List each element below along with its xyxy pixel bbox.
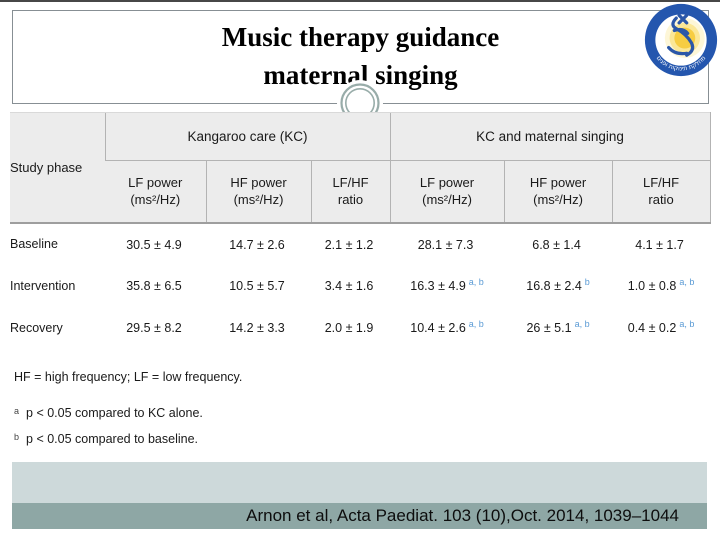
column-header-label: HF power xyxy=(529,175,587,191)
column-header-label: LF/HF xyxy=(642,175,680,191)
data-cell: 10.4 ± 2.6 a, b xyxy=(390,306,505,349)
table-row-recovery: Recovery 29.5 ± 8.2 14.2 ± 3.3 2.0 ± 1.9… xyxy=(10,306,711,349)
cell-value: 10.5 ± 5.7 xyxy=(229,279,285,294)
column-header: LF power (ms²/Hz) xyxy=(105,160,206,224)
data-cell: 2.1 ± 1.2 xyxy=(311,222,391,265)
column-header: LF/HF ratio xyxy=(611,160,711,224)
cell-value: 16.8 ± 2.4 xyxy=(526,279,582,294)
cell-value: 16.3 ± 4.9 xyxy=(410,279,466,294)
column-header-unit: (ms²/Hz) xyxy=(533,192,583,208)
page-title-line1: Music therapy guidance xyxy=(221,22,500,52)
data-cell: 4.1 ± 1.7 xyxy=(612,222,711,265)
column-header: LF power (ms²/Hz) xyxy=(389,160,505,224)
cell-value: 2.0 ± 1.9 xyxy=(324,321,374,336)
cell-value: 14.7 ± 2.6 xyxy=(229,238,285,253)
footnote-a-marker: a xyxy=(14,406,20,416)
cell-sig-marker: a, b xyxy=(679,277,695,288)
column-header-unit: (ms²/Hz) xyxy=(422,192,472,208)
footnote-a-text: p < 0.05 compared to KC alone. xyxy=(26,406,203,420)
data-cell: 14.2 ± 3.3 xyxy=(206,306,311,349)
column-header-unit: ratio xyxy=(337,192,364,208)
data-cell: 6.8 ± 1.4 xyxy=(504,222,613,265)
footer-band-dark: Arnon et al, Acta Paediat. 103 (10),Oct.… xyxy=(12,503,707,529)
column-header: HF power (ms²/Hz) xyxy=(503,160,613,224)
top-border-line xyxy=(0,0,720,2)
table-row-baseline: Baseline 30.5 ± 4.9 14.7 ± 2.6 2.1 ± 1.2… xyxy=(10,222,711,265)
data-cell: 10.5 ± 5.7 xyxy=(206,264,311,307)
department-logo-icon: מחלקת תינוקות ופגים xyxy=(644,3,718,77)
row-label: Intervention xyxy=(10,264,105,307)
cell-value: 28.1 ± 7.3 xyxy=(417,238,474,253)
data-cell: 3.4 ± 1.6 xyxy=(311,264,391,307)
cell-value: 0.4 ± 0.2 xyxy=(627,321,677,336)
cell-value: 1.0 ± 0.8 xyxy=(627,279,677,294)
group-header-kc: Kangaroo care (KC) xyxy=(104,112,391,161)
cell-value: 35.8 ± 6.5 xyxy=(126,279,182,294)
corner-header-study-phase: Study phase xyxy=(10,112,105,224)
results-table: Study phase Kangaroo care (KC) KC and ma… xyxy=(10,112,711,349)
footnote-a: a p < 0.05 compared to KC alone. xyxy=(14,406,203,420)
cell-value: 29.5 ± 8.2 xyxy=(126,321,182,336)
page-title: Music therapy guidance maternal singing xyxy=(13,18,708,94)
column-header-unit: ratio xyxy=(648,192,674,208)
row-label: Recovery xyxy=(10,306,105,349)
cell-sig-marker: a, b xyxy=(679,319,695,330)
data-cell: 28.1 ± 7.3 xyxy=(390,222,505,265)
column-header: HF power (ms²/Hz) xyxy=(205,160,311,224)
cell-sig-marker: a, b xyxy=(468,277,484,288)
data-cell: 16.3 ± 4.9 a, b xyxy=(390,264,505,307)
cell-value: 10.4 ± 2.6 xyxy=(410,321,466,336)
data-cell: 14.7 ± 2.6 xyxy=(206,222,311,265)
cell-value: 26 ± 5.1 xyxy=(526,321,572,336)
data-cell: 29.5 ± 8.2 xyxy=(105,306,206,349)
column-header-label: LF power xyxy=(128,175,183,191)
row-label: Baseline xyxy=(10,222,105,265)
column-header-label: LF/HF xyxy=(332,175,369,191)
cell-value: 3.4 ± 1.6 xyxy=(324,279,374,294)
column-header-label: HF power xyxy=(230,175,287,191)
footer-band-light xyxy=(12,462,707,503)
footnote-abbreviations: HF = high frequency; LF = low frequency. xyxy=(14,370,243,384)
cell-value: 30.5 ± 4.9 xyxy=(126,238,182,253)
cell-value: 2.1 ± 1.2 xyxy=(324,238,374,253)
column-header: LF/HF ratio xyxy=(310,160,391,224)
cell-sig-marker: a, b xyxy=(468,319,484,330)
citation-text: Arnon et al, Acta Paediat. 103 (10),Oct.… xyxy=(246,506,679,525)
data-cell: 0.4 ± 0.2 a, b xyxy=(612,306,711,349)
data-cell: 30.5 ± 4.9 xyxy=(105,222,206,265)
data-cell: 1.0 ± 0.8 a, b xyxy=(612,264,711,307)
table-row-intervention: Intervention 35.8 ± 6.5 10.5 ± 5.7 3.4 ±… xyxy=(10,264,711,307)
column-header-unit: (ms²/Hz) xyxy=(233,192,284,208)
column-header-label: LF power xyxy=(419,175,475,191)
data-cell: 26 ± 5.1 a, b xyxy=(504,306,613,349)
footnote-b: b p < 0.05 compared to baseline. xyxy=(14,432,198,446)
cell-value: 14.2 ± 3.3 xyxy=(229,321,285,336)
cell-sig-marker: b xyxy=(584,277,590,288)
cell-value: 4.1 ± 1.7 xyxy=(635,238,684,253)
data-cell: 2.0 ± 1.9 xyxy=(311,306,391,349)
footnote-b-text: p < 0.05 compared to baseline. xyxy=(26,432,199,446)
data-cell: 35.8 ± 6.5 xyxy=(105,264,206,307)
column-header-unit: (ms²/Hz) xyxy=(130,192,181,208)
data-cell: 16.8 ± 2.4 b xyxy=(504,264,613,307)
cell-value: 6.8 ± 1.4 xyxy=(532,238,581,253)
cell-sig-marker: a, b xyxy=(574,319,590,330)
group-header-kc-singing: KC and maternal singing xyxy=(389,112,711,161)
footnote-b-marker: b xyxy=(14,432,20,442)
